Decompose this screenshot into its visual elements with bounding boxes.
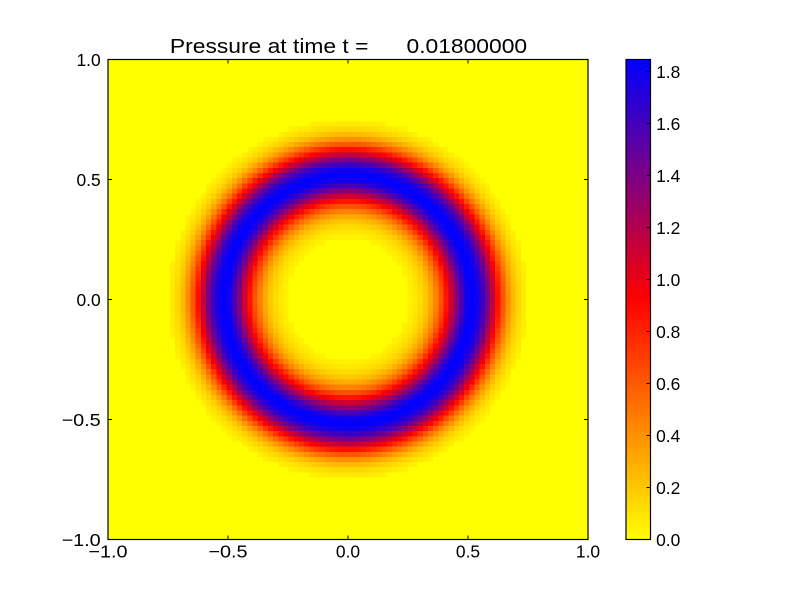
- svg-text:−1.0: −1.0: [62, 530, 101, 550]
- svg-text:1.2: 1.2: [656, 218, 680, 238]
- svg-text:0.0: 0.0: [336, 542, 360, 562]
- svg-text:0.8: 0.8: [656, 322, 680, 342]
- svg-text:1.0: 1.0: [656, 270, 680, 290]
- svg-text:1.0: 1.0: [576, 542, 600, 562]
- svg-text:1.4: 1.4: [656, 166, 681, 186]
- svg-text:−1.0: −1.0: [88, 542, 127, 562]
- svg-text:0.0: 0.0: [77, 290, 101, 310]
- svg-text:0.5: 0.5: [77, 170, 101, 190]
- svg-text:1.6: 1.6: [656, 114, 680, 134]
- svg-text:0.5: 0.5: [456, 542, 480, 562]
- svg-text:−0.5: −0.5: [62, 410, 101, 430]
- svg-text:0.6: 0.6: [656, 374, 680, 394]
- svg-text:−0.5: −0.5: [208, 542, 247, 562]
- svg-text:1.8: 1.8: [656, 62, 680, 82]
- svg-text:Pressure at time t = 0.01: Pressure at time t = 0.01800000: [170, 35, 527, 57]
- svg-text:0.4: 0.4: [656, 426, 681, 446]
- svg-text:0.0: 0.0: [656, 530, 680, 550]
- svg-text:1.0: 1.0: [77, 50, 101, 70]
- svg-text:0.2: 0.2: [656, 478, 680, 498]
